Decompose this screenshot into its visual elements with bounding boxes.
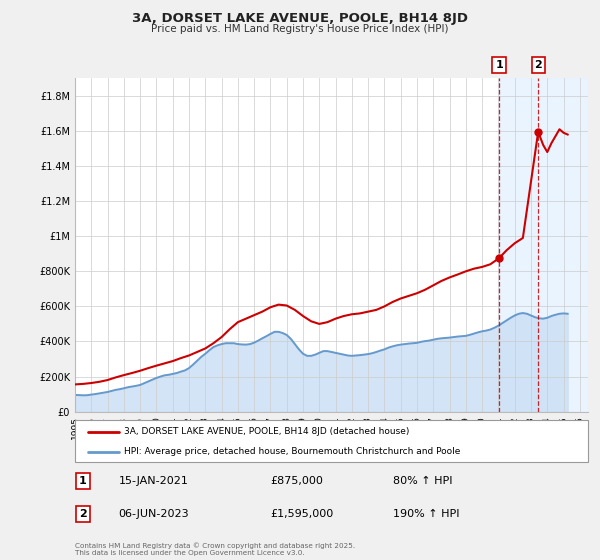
Text: 190% ↑ HPI: 190% ↑ HPI (393, 509, 460, 519)
Text: 2: 2 (534, 60, 542, 70)
Text: 06-JUN-2023: 06-JUN-2023 (119, 509, 189, 519)
Bar (499, 78, 588, 412)
Text: 3A, DORSET LAKE AVENUE, POOLE, BH14 8JD (detached house): 3A, DORSET LAKE AVENUE, POOLE, BH14 8JD … (124, 427, 409, 436)
Text: 1: 1 (79, 476, 86, 486)
Text: 15-JAN-2021: 15-JAN-2021 (119, 476, 188, 486)
Text: 2: 2 (79, 509, 86, 519)
Text: HPI: Average price, detached house, Bournemouth Christchurch and Poole: HPI: Average price, detached house, Bour… (124, 447, 460, 456)
Text: Contains HM Land Registry data © Crown copyright and database right 2025.
This d: Contains HM Land Registry data © Crown c… (75, 542, 355, 556)
Text: £1,595,000: £1,595,000 (270, 509, 333, 519)
FancyBboxPatch shape (75, 420, 588, 462)
Text: 3A, DORSET LAKE AVENUE, POOLE, BH14 8JD: 3A, DORSET LAKE AVENUE, POOLE, BH14 8JD (132, 12, 468, 25)
Text: 80% ↑ HPI: 80% ↑ HPI (393, 476, 452, 486)
Text: Price paid vs. HM Land Registry's House Price Index (HPI): Price paid vs. HM Land Registry's House … (151, 24, 449, 34)
Text: 1: 1 (495, 60, 503, 70)
Text: £875,000: £875,000 (270, 476, 323, 486)
